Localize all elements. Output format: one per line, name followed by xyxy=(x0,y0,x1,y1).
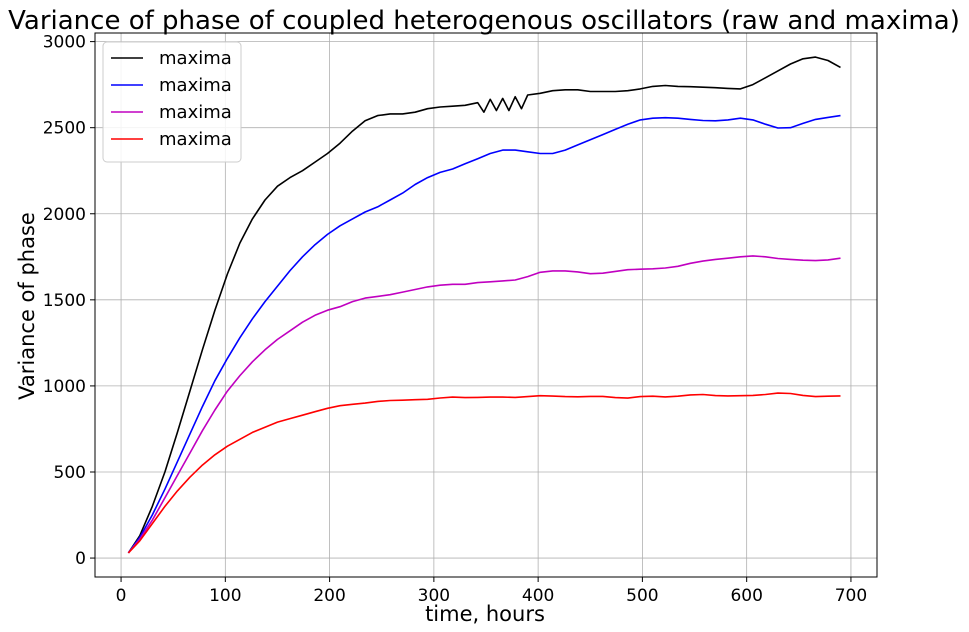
legend-box xyxy=(102,41,242,163)
y-tick-label: 1500 xyxy=(43,291,86,311)
x-tick-label: 0 xyxy=(116,586,127,606)
y-tick-label: 0 xyxy=(75,549,86,569)
x-tick-label: 100 xyxy=(209,586,241,606)
y-tick-label: 2500 xyxy=(43,119,86,139)
y-tick-label: 3000 xyxy=(43,33,86,53)
grid xyxy=(95,33,877,577)
x-tick-label: 300 xyxy=(418,586,450,606)
series-group xyxy=(127,56,841,554)
legend-label: maxima xyxy=(159,75,232,96)
series-line-3 xyxy=(127,255,841,554)
x-tick-label: 400 xyxy=(522,586,554,606)
x-tick-label: 500 xyxy=(626,586,658,606)
y-axis: 0 500 1000 1500 2000 2500 3000 xyxy=(43,33,95,569)
y-tick-label: 2000 xyxy=(43,205,86,225)
x-tick-label: 600 xyxy=(730,586,762,606)
x-tick-label: 200 xyxy=(313,586,345,606)
x-tick-label: 700 xyxy=(835,586,867,606)
series-line-2 xyxy=(127,114,841,554)
legend-label: maxima xyxy=(159,48,232,69)
y-tick-label: 1000 xyxy=(43,377,86,397)
y-axis-label: Variance of phase xyxy=(15,212,39,400)
series-line-4 xyxy=(127,392,841,554)
legend-label: maxima xyxy=(159,129,232,150)
series-line-1 xyxy=(127,56,841,554)
y-tick-label: 500 xyxy=(54,463,86,483)
x-axis-label: time, hours xyxy=(425,602,545,626)
x-axis: 0 100 200 300 400 500 600 700 xyxy=(116,577,867,606)
legend-label: maxima xyxy=(159,102,232,123)
legend: maxima maxima maxima maxima xyxy=(102,41,242,163)
plot-frame xyxy=(94,32,878,578)
chart-title: Variance of phase of coupled heterogenou… xyxy=(8,6,960,36)
